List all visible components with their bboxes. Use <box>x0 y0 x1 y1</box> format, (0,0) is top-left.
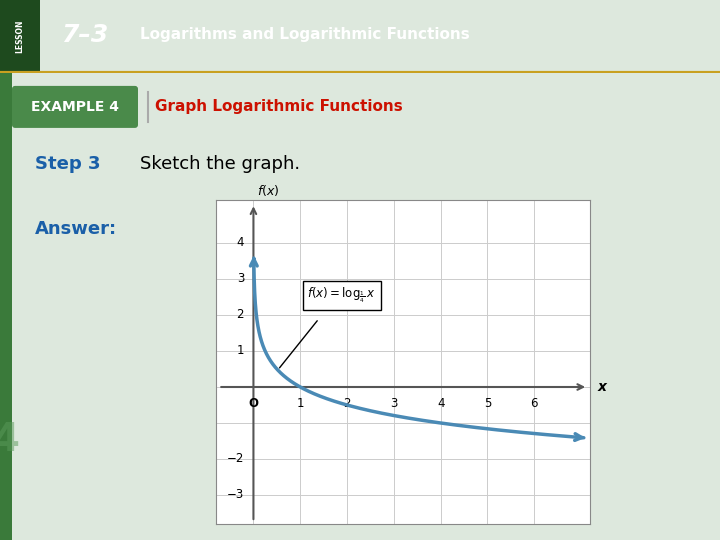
Text: 6: 6 <box>531 397 538 410</box>
Text: Answer:: Answer: <box>35 220 117 238</box>
Text: EXAMPLE 4: EXAMPLE 4 <box>31 100 119 114</box>
Text: 2: 2 <box>343 397 351 410</box>
Text: LESSON: LESSON <box>15 19 24 53</box>
Text: 3: 3 <box>390 397 397 410</box>
Text: 4: 4 <box>0 421 19 459</box>
Text: Sketch the graph.: Sketch the graph. <box>140 155 300 173</box>
Text: $f(x) = \log_{\frac{1}{4}} x$: $f(x) = \log_{\frac{1}{4}} x$ <box>307 286 376 305</box>
Text: 2: 2 <box>237 308 244 321</box>
Text: O: O <box>248 397 258 410</box>
Text: −3: −3 <box>227 489 244 502</box>
Text: 7–3: 7–3 <box>61 23 109 47</box>
Text: 3: 3 <box>237 273 244 286</box>
Text: −2: −2 <box>227 453 244 465</box>
Text: 4: 4 <box>437 397 444 410</box>
Text: 4: 4 <box>237 237 244 249</box>
Text: 1: 1 <box>237 345 244 357</box>
Text: Graph Logarithmic Functions: Graph Logarithmic Functions <box>155 99 402 114</box>
Text: Step 3: Step 3 <box>35 155 101 173</box>
Text: Logarithms and Logarithmic Functions: Logarithms and Logarithmic Functions <box>140 28 470 43</box>
Text: $\mathit{f(x)}$: $\mathit{f(x)}$ <box>257 183 279 198</box>
Text: 5: 5 <box>484 397 491 410</box>
FancyBboxPatch shape <box>0 0 40 73</box>
FancyBboxPatch shape <box>0 73 12 540</box>
Text: x: x <box>598 380 606 394</box>
FancyBboxPatch shape <box>12 86 138 128</box>
Text: 1: 1 <box>297 397 304 410</box>
